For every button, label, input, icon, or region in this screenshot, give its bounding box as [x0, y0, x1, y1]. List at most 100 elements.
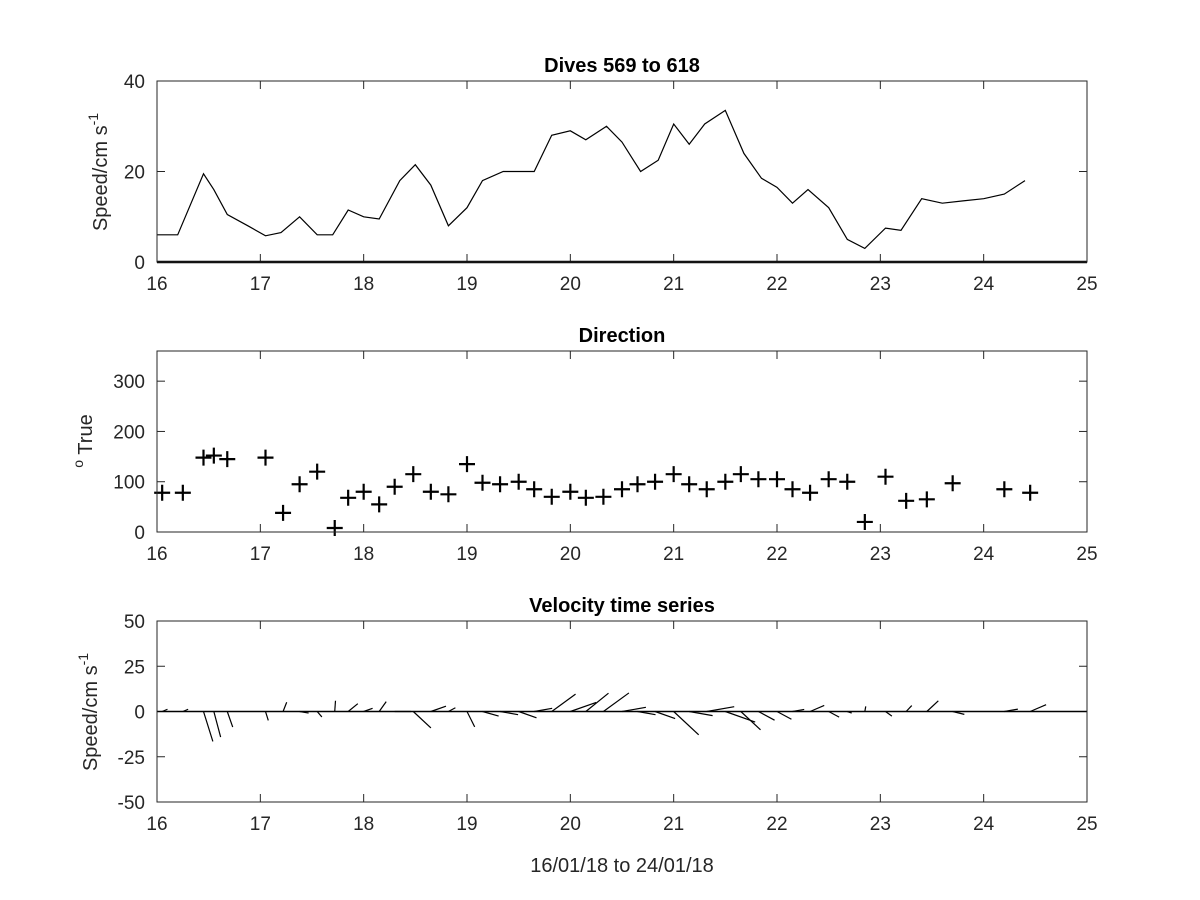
velocity-stick: [299, 710, 309, 714]
direction-xtick-label: 21: [663, 544, 684, 565]
direction-point: [422, 483, 439, 500]
velocity-xtick-label: 23: [870, 814, 891, 835]
velocity-stick: [334, 700, 337, 712]
direction-ytick-label: 0: [134, 523, 145, 544]
velocity-stick: [1029, 704, 1047, 713]
direction-xtick-label: 18: [353, 544, 374, 565]
velocity-stick: [621, 706, 646, 713]
velocity-stick: [864, 706, 867, 712]
direction-point: [577, 489, 594, 506]
velocity-stick: [518, 710, 537, 719]
direction-point: [750, 471, 767, 488]
velocity-stick: [202, 711, 214, 742]
direction-point: [665, 466, 682, 483]
direction-ytick-label: 200: [113, 422, 145, 443]
direction-point: [309, 463, 326, 480]
speed-xtick-label: 23: [870, 274, 891, 295]
velocity-panel-title: Velocity time series: [529, 595, 715, 617]
direction-ytick-label: 100: [113, 473, 145, 494]
velocity-stick: [952, 710, 965, 715]
direction-point: [174, 484, 191, 501]
velocity-stick: [689, 710, 713, 717]
velocity-stick: [534, 707, 553, 713]
velocity-stick: [430, 705, 447, 713]
direction-point: [681, 476, 698, 493]
velocity-stick: [926, 700, 939, 712]
velocity-stick: [809, 704, 825, 713]
velocity-xtick-label: 19: [456, 814, 477, 835]
velocity-stick: [828, 710, 840, 718]
velocity-stick: [603, 692, 630, 712]
velocity-ytick-label: -25: [118, 748, 145, 769]
direction-xtick-label: 17: [250, 544, 271, 565]
direction-point: [769, 471, 785, 488]
direction-xtick-label: 20: [560, 544, 581, 565]
direction-point: [877, 468, 894, 485]
velocity-panel-ylabel: Speed/cm s-1: [75, 653, 102, 771]
velocity-stick: [585, 692, 609, 712]
direction-panel-axes-box: [156, 350, 1088, 533]
direction-point: [195, 449, 212, 466]
direction-point: [275, 504, 292, 521]
velocity-panel-axes-box: [156, 620, 1088, 803]
direction-point: [562, 483, 579, 500]
velocity-ytick-label: -50: [118, 793, 145, 814]
direction-point: [629, 476, 646, 493]
velocity-stick: [282, 702, 288, 712]
speed-series-line: [157, 109, 1026, 250]
velocity-xtick-label: 21: [663, 814, 684, 835]
velocity-stick: [570, 701, 597, 713]
direction-panel-title: Direction: [579, 325, 666, 347]
velocity-stick: [792, 708, 805, 713]
velocity-xtick-label: 22: [766, 814, 787, 835]
velocity-panel: Velocity time series Speed/cm s-1 16/01/…: [75, 595, 1098, 877]
direction-point: [510, 473, 527, 490]
direction-ytick-label: 300: [113, 372, 145, 393]
velocity-stick: [847, 710, 852, 714]
velocity-stick: [776, 710, 792, 720]
direction-xtick-label: 25: [1076, 544, 1097, 565]
direction-point: [614, 481, 630, 498]
velocity-stick: [740, 711, 761, 731]
velocity-stick: [1004, 708, 1018, 713]
speed-xtick-label: 22: [766, 274, 787, 295]
velocity-xtick-label: 18: [353, 814, 374, 835]
speed-ytick-label: 0: [134, 253, 145, 274]
direction-point: [856, 513, 873, 530]
direction-point: [405, 466, 422, 483]
direction-panel-ylabel: o True: [70, 414, 97, 467]
direction-xtick-label: 22: [766, 544, 787, 565]
speed-xtick-label: 18: [353, 274, 374, 295]
direction-point: [918, 491, 935, 508]
velocity-ytick-label: 0: [134, 703, 145, 724]
speed-xtick-label: 19: [456, 274, 477, 295]
direction-point: [698, 481, 715, 498]
direction-panel: Direction o True 16 17 18 19 20 21 22 23 24 25 0 10…: [70, 325, 1098, 565]
velocity-xtick-label: 25: [1076, 814, 1097, 835]
velocity-panel-xlabel: 16/01/18 to 24/01/18: [530, 855, 714, 877]
speed-xtick-label: 25: [1076, 274, 1097, 295]
direction-point: [839, 473, 856, 490]
direction-point: [732, 466, 749, 483]
direction-point: [802, 484, 819, 501]
direction-point: [1022, 484, 1039, 501]
direction-point: [543, 488, 560, 505]
velocity-stick: [448, 707, 456, 713]
velocity-stick: [905, 705, 913, 712]
velocity-stick: [706, 706, 735, 713]
velocity-stick: [226, 711, 234, 728]
velocity-stick: [264, 711, 269, 721]
direction-point: [459, 456, 475, 473]
direction-point: [944, 475, 961, 492]
direction-point: [440, 486, 457, 503]
speed-xtick-label: 20: [560, 274, 581, 295]
velocity-xtick-label: 17: [250, 814, 271, 835]
velocity-stick: [499, 710, 519, 716]
velocity-stick: [213, 711, 222, 738]
speed-panel-ylabel: Speed/cm s-1: [85, 113, 112, 231]
velocity-stick: [885, 711, 893, 717]
speed-ytick-label: 20: [124, 163, 145, 184]
velocity-stick: [673, 711, 700, 736]
direction-point: [355, 483, 372, 500]
